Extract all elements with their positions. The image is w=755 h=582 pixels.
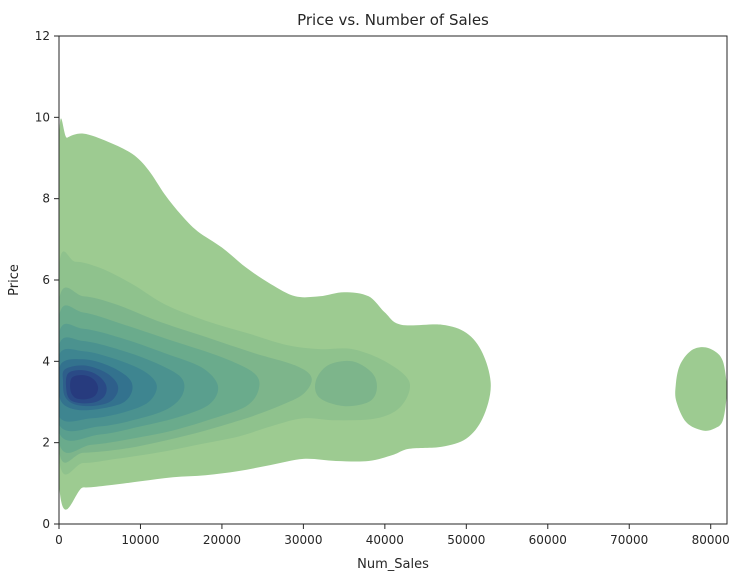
x-tick-label: 60000 (529, 533, 567, 547)
chart-title: Price vs. Number of Sales (297, 11, 489, 29)
kde-contour-layer (59, 118, 727, 510)
x-tick-label: 50000 (447, 533, 485, 547)
x-tick-label: 30000 (284, 533, 322, 547)
y-tick-label: 6 (42, 273, 50, 287)
x-axis-ticks: 0 10000 20000 30000 40000 50000 60000 70000 8000… (55, 524, 730, 547)
y-tick-label: 0 (42, 517, 50, 531)
x-tick-label: 70000 (610, 533, 648, 547)
y-tick-label: 2 (42, 436, 50, 450)
y-axis-label: Price (7, 264, 22, 296)
y-axis-ticks: 0 2 4 6 8 10 12 (35, 29, 59, 531)
y-tick-label: 8 (42, 192, 50, 206)
x-tick-label: 80000 (692, 533, 730, 547)
x-tick-label: 10000 (121, 533, 159, 547)
x-tick-label: 0 (55, 533, 63, 547)
contour-level-11-region-1 (70, 375, 99, 400)
x-tick-label: 20000 (203, 533, 241, 547)
y-tick-label: 4 (42, 354, 50, 368)
x-axis-label: Num_Sales (357, 557, 429, 572)
contour-level-1-region-2 (675, 347, 727, 431)
contour-level-3-region-2 (315, 360, 377, 407)
y-tick-label: 10 (35, 110, 50, 124)
y-tick-label: 12 (35, 29, 50, 43)
x-tick-label: 40000 (366, 533, 404, 547)
